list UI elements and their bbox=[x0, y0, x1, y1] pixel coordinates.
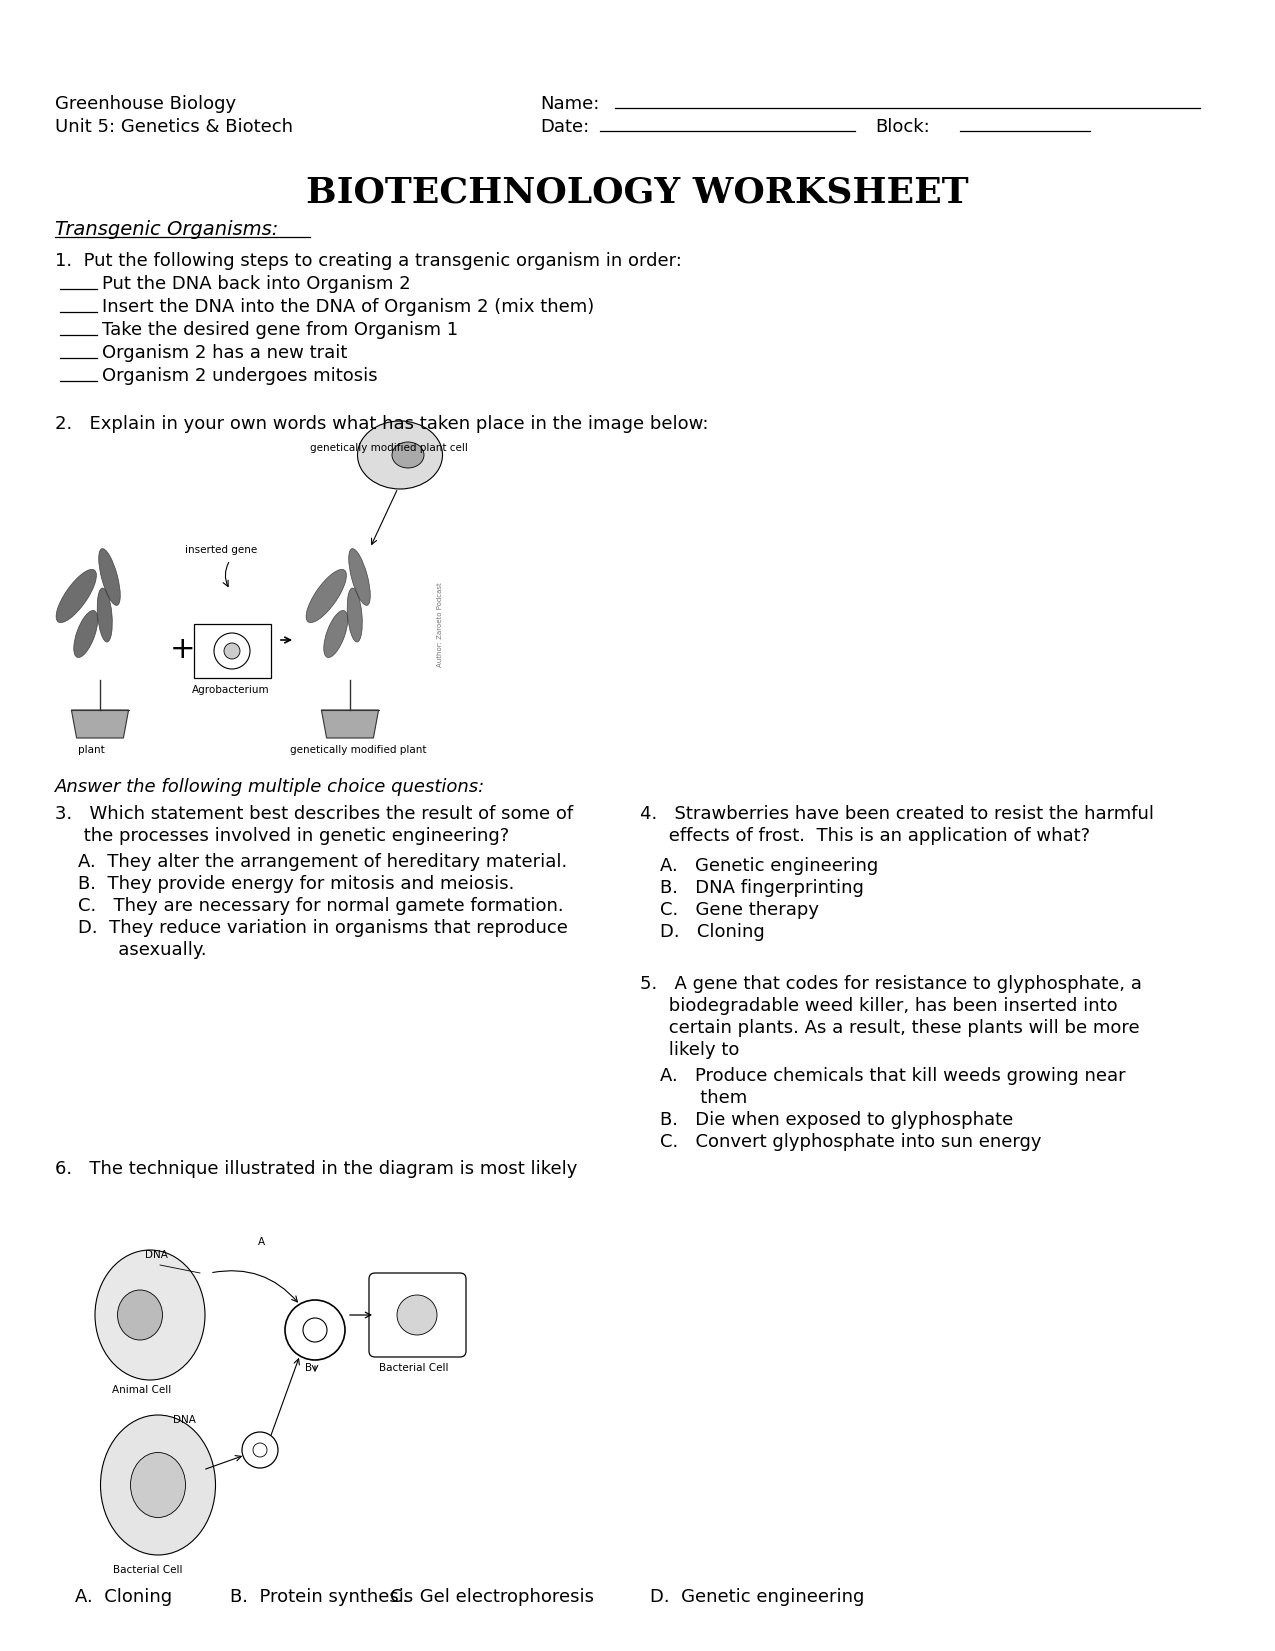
Text: effects of frost.  This is an application of what?: effects of frost. This is an application… bbox=[640, 827, 1090, 845]
Text: A: A bbox=[258, 1237, 265, 1247]
Ellipse shape bbox=[98, 548, 120, 606]
Text: 2.   Explain in your own words what has taken place in the image below:: 2. Explain in your own words what has ta… bbox=[55, 414, 709, 433]
Text: B.   Die when exposed to glyphosphate: B. Die when exposed to glyphosphate bbox=[660, 1111, 1014, 1129]
Text: B.   DNA fingerprinting: B. DNA fingerprinting bbox=[660, 878, 864, 896]
Text: 1.  Put the following steps to creating a transgenic organism in order:: 1. Put the following steps to creating a… bbox=[55, 253, 682, 271]
Ellipse shape bbox=[97, 588, 112, 642]
Text: A.  Cloning: A. Cloning bbox=[75, 1588, 172, 1606]
Ellipse shape bbox=[117, 1289, 162, 1341]
Ellipse shape bbox=[56, 570, 97, 622]
Polygon shape bbox=[321, 710, 379, 738]
Text: Bacterial Cell: Bacterial Cell bbox=[113, 1565, 182, 1575]
Text: BIOTECHNOLOGY WORKSHEET: BIOTECHNOLOGY WORKSHEET bbox=[306, 175, 968, 210]
Text: DNA: DNA bbox=[145, 1250, 168, 1260]
Text: genetically modified plant: genetically modified plant bbox=[289, 745, 427, 755]
Text: D.  Genetic engineering: D. Genetic engineering bbox=[650, 1588, 864, 1606]
Text: C.   Gene therapy: C. Gene therapy bbox=[660, 901, 819, 920]
FancyBboxPatch shape bbox=[368, 1273, 465, 1357]
Text: +: + bbox=[170, 636, 195, 664]
Circle shape bbox=[252, 1443, 266, 1456]
Text: B.  Protein synthesis: B. Protein synthesis bbox=[230, 1588, 413, 1606]
Text: plant: plant bbox=[78, 745, 105, 755]
Text: certain plants. As a result, these plants will be more: certain plants. As a result, these plant… bbox=[640, 1019, 1140, 1037]
Text: Date:: Date: bbox=[541, 117, 589, 135]
Ellipse shape bbox=[347, 588, 362, 642]
Text: 6.   The technique illustrated in the diagram is most likely: 6. The technique illustrated in the diag… bbox=[55, 1161, 578, 1179]
Text: them: them bbox=[660, 1090, 747, 1108]
Text: C.  Gel electrophoresis: C. Gel electrophoresis bbox=[390, 1588, 594, 1606]
Ellipse shape bbox=[391, 442, 425, 467]
Text: Block:: Block: bbox=[875, 117, 929, 135]
Text: likely to: likely to bbox=[640, 1042, 739, 1058]
Text: Animal Cell: Animal Cell bbox=[112, 1385, 171, 1395]
Text: C.   Convert glyphosphate into sun energy: C. Convert glyphosphate into sun energy bbox=[660, 1133, 1042, 1151]
Text: Agrobacterium: Agrobacterium bbox=[193, 685, 269, 695]
Ellipse shape bbox=[357, 421, 442, 489]
Circle shape bbox=[224, 642, 240, 659]
Circle shape bbox=[303, 1317, 326, 1342]
Text: Unit 5: Genetics & Biotech: Unit 5: Genetics & Biotech bbox=[55, 117, 293, 135]
Text: Name:: Name: bbox=[541, 96, 599, 112]
Polygon shape bbox=[71, 710, 129, 738]
Text: B: B bbox=[305, 1364, 312, 1374]
Text: D.  They reduce variation in organisms that reproduce: D. They reduce variation in organisms th… bbox=[78, 920, 567, 938]
Text: Author: Zaroeto Podcast: Author: Zaroeto Podcast bbox=[437, 583, 442, 667]
Text: Put the DNA back into Organism 2: Put the DNA back into Organism 2 bbox=[102, 276, 411, 292]
Text: Transgenic Organisms:: Transgenic Organisms: bbox=[55, 220, 278, 239]
Ellipse shape bbox=[324, 611, 348, 657]
Text: Bacterial Cell: Bacterial Cell bbox=[379, 1364, 449, 1374]
Text: B.  They provide energy for mitosis and meiosis.: B. They provide energy for mitosis and m… bbox=[78, 875, 514, 893]
Text: A.   Genetic engineering: A. Genetic engineering bbox=[660, 857, 878, 875]
Text: DNA: DNA bbox=[173, 1415, 196, 1425]
Text: A.   Produce chemicals that kill weeds growing near: A. Produce chemicals that kill weeds gro… bbox=[660, 1067, 1126, 1085]
Circle shape bbox=[397, 1294, 437, 1336]
Text: genetically modified plant cell: genetically modified plant cell bbox=[310, 442, 468, 452]
Circle shape bbox=[214, 632, 250, 669]
Text: Greenhouse Biology: Greenhouse Biology bbox=[55, 96, 236, 112]
Text: biodegradable weed killer, has been inserted into: biodegradable weed killer, has been inse… bbox=[640, 997, 1118, 1015]
Text: inserted gene: inserted gene bbox=[185, 545, 258, 555]
FancyBboxPatch shape bbox=[194, 624, 272, 679]
Ellipse shape bbox=[306, 570, 347, 622]
Text: Organism 2 has a new trait: Organism 2 has a new trait bbox=[102, 343, 347, 362]
Ellipse shape bbox=[130, 1453, 185, 1517]
Circle shape bbox=[286, 1299, 346, 1360]
Text: C.   They are necessary for normal gamete formation.: C. They are necessary for normal gamete … bbox=[78, 896, 564, 915]
Ellipse shape bbox=[74, 611, 98, 657]
Text: A.  They alter the arrangement of hereditary material.: A. They alter the arrangement of heredit… bbox=[78, 854, 567, 872]
Text: 4.   Strawberries have been created to resist the harmful: 4. Strawberries have been created to res… bbox=[640, 806, 1154, 822]
Circle shape bbox=[242, 1431, 278, 1468]
Ellipse shape bbox=[96, 1250, 205, 1380]
Text: Insert the DNA into the DNA of Organism 2 (mix them): Insert the DNA into the DNA of Organism … bbox=[102, 297, 594, 315]
Ellipse shape bbox=[348, 548, 370, 606]
Text: 3.   Which statement best describes the result of some of: 3. Which statement best describes the re… bbox=[55, 806, 574, 822]
Text: the processes involved in genetic engineering?: the processes involved in genetic engine… bbox=[55, 827, 509, 845]
Text: 5.   A gene that codes for resistance to glyphosphate, a: 5. A gene that codes for resistance to g… bbox=[640, 976, 1142, 992]
Text: Organism 2 undergoes mitosis: Organism 2 undergoes mitosis bbox=[102, 367, 377, 385]
Text: asexually.: asexually. bbox=[78, 941, 207, 959]
Text: D.   Cloning: D. Cloning bbox=[660, 923, 765, 941]
Ellipse shape bbox=[101, 1415, 215, 1555]
Text: Take the desired gene from Organism 1: Take the desired gene from Organism 1 bbox=[102, 320, 458, 338]
Text: Answer the following multiple choice questions:: Answer the following multiple choice que… bbox=[55, 778, 486, 796]
